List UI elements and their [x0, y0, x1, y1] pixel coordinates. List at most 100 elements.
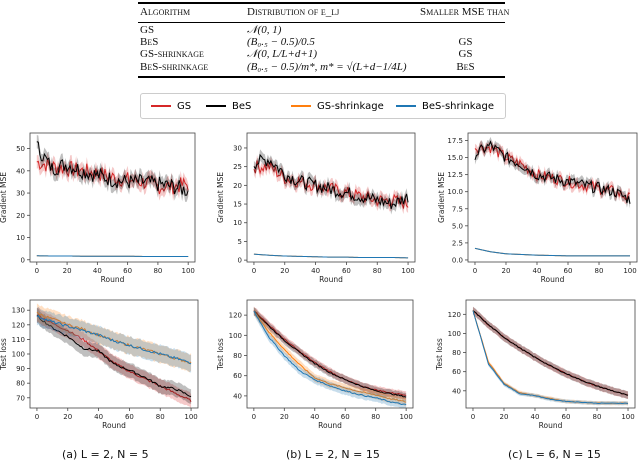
y-tick-label: 80 — [16, 380, 25, 388]
line-BeS-shrinkage — [36, 255, 189, 257]
line-BeS — [36, 314, 192, 397]
x-tick-label: 40 — [533, 267, 542, 275]
row-algorithm: BeS — [140, 36, 159, 48]
y-tick-label: 80 — [452, 349, 461, 357]
x-tick-label: 0 — [35, 267, 39, 275]
x-tick-label: 80 — [595, 267, 604, 275]
y-tick-label: 15.0 — [447, 154, 463, 162]
x-tick-label: 60 — [123, 267, 132, 275]
band-GS — [474, 139, 631, 205]
line-BeS-shrinkage — [472, 310, 629, 405]
x-tick-label: 40 — [531, 413, 540, 421]
x-tick-label: 0 — [252, 267, 256, 275]
x-tick-label: 40 — [93, 267, 102, 275]
caption-b: (b) L = 2, N = 15 — [286, 448, 380, 461]
x-tick-label: 60 — [564, 267, 573, 275]
legend-item-bes-shrinkage: BeS-shrinkage — [396, 99, 494, 113]
band-BeS — [472, 306, 629, 399]
x-tick-label: 20 — [63, 413, 72, 421]
y-tick-label: 70 — [16, 394, 25, 402]
x-tick-label: 80 — [373, 267, 382, 275]
row-smaller: GS — [458, 48, 473, 60]
line-BeS — [474, 140, 631, 204]
plot-frame — [246, 132, 416, 263]
line-GS — [472, 310, 629, 396]
x-axis-label: Round — [102, 421, 126, 430]
y-tick-label: 60 — [452, 368, 461, 376]
x-tick-label: 80 — [153, 267, 162, 275]
y-tick-label: 17.5 — [447, 137, 463, 145]
row-distribution: (B₀.₅ − 0.5)/0.5 — [247, 36, 315, 48]
y-axis-label: Test loss — [435, 338, 444, 371]
y-axis-label: Gradient MSE — [0, 172, 8, 223]
line-BeS-shrinkage — [474, 247, 631, 257]
line-BeS-shrinkage — [253, 253, 409, 259]
x-tick-label: 40 — [311, 267, 320, 275]
x-tick-label: 20 — [280, 267, 289, 275]
x-tick-label: 40 — [310, 413, 319, 421]
x-tick-label: 0 — [473, 267, 477, 275]
header-algorithm: Algorithm — [140, 6, 191, 18]
row-smaller: BeS — [456, 61, 475, 73]
line-GS-shrinkage — [253, 310, 407, 403]
band-BeS — [474, 136, 631, 209]
y-tick-label: 20 — [16, 212, 25, 220]
y-tick-label: 80 — [233, 352, 242, 360]
x-axis-label: Round — [101, 275, 125, 284]
row-algorithm: BeS-shrinkage — [140, 61, 209, 73]
y-tick-label: 100 — [448, 330, 461, 338]
legend-label: BeS — [232, 100, 252, 112]
y-tick-label: 30 — [233, 144, 242, 152]
legend-item-gs: GS — [151, 99, 191, 113]
x-axis-label: Round — [318, 421, 342, 430]
y-tick-label: 60 — [233, 372, 242, 380]
row-distribution: 𝒩(0, 1) — [247, 24, 282, 36]
x-tick-label: 60 — [562, 413, 571, 421]
y-tick-label: 120 — [229, 312, 242, 320]
x-tick-label: 80 — [593, 413, 602, 421]
row-algorithm: GS-shrinkage — [140, 48, 204, 60]
y-axis-label: Test loss — [216, 338, 225, 371]
line-BeS — [472, 310, 629, 396]
header-distribution: Distribution of ε_lj — [247, 6, 340, 18]
x-tick-label: 100 — [401, 267, 414, 275]
x-tick-label: 80 — [371, 413, 380, 421]
line-GS-shrinkage — [474, 247, 631, 257]
band-BeS — [253, 307, 407, 402]
y-tick-label: 25 — [233, 163, 242, 171]
x-tick-label: 100 — [621, 413, 634, 421]
legend-label: BeS-shrinkage — [422, 100, 494, 112]
chart-panel-b-top: 0 20 40 60 80 100 0 5 10 15 20 25 30 Round Gradient MS… — [216, 132, 416, 284]
y-tick-label: 120 — [448, 311, 461, 319]
y-tick-label: 12.5 — [447, 171, 463, 179]
x-tick-label: 0 — [252, 413, 256, 421]
y-tick-label: 0.0 — [452, 256, 463, 264]
x-tick-label: 100 — [184, 413, 197, 421]
y-tick-label: 5 — [238, 238, 242, 246]
y-tick-label: 15 — [233, 201, 242, 209]
band-GS — [253, 306, 407, 400]
plot-frame — [29, 132, 196, 263]
x-tick-label: 100 — [623, 267, 636, 275]
y-tick-label: 10.0 — [447, 188, 463, 196]
y-axis-label: Gradient MSE — [437, 172, 446, 223]
caption-c: (c) L = 6, N = 15 — [508, 448, 601, 461]
x-tick-label: 60 — [125, 413, 134, 421]
legend-item-gs-shrinkage: GS-shrinkage — [291, 99, 384, 113]
legend-swatch — [151, 105, 171, 107]
x-tick-label: 100 — [182, 267, 195, 275]
caption-a: (a) L = 2, N = 5 — [62, 448, 149, 461]
y-tick-label: 50 — [16, 145, 25, 153]
x-tick-label: 20 — [280, 413, 289, 421]
x-tick-label: 20 — [502, 267, 511, 275]
line-GS — [474, 143, 631, 200]
x-tick-label: 80 — [156, 413, 165, 421]
line-GS — [36, 158, 189, 195]
y-tick-label: 100 — [229, 332, 242, 340]
band-BeS — [36, 308, 192, 404]
band-BeS-shrinkage — [36, 306, 192, 373]
line-BeS — [253, 153, 409, 210]
row-smaller: GS — [458, 36, 473, 48]
y-tick-label: 5.0 — [452, 222, 463, 230]
